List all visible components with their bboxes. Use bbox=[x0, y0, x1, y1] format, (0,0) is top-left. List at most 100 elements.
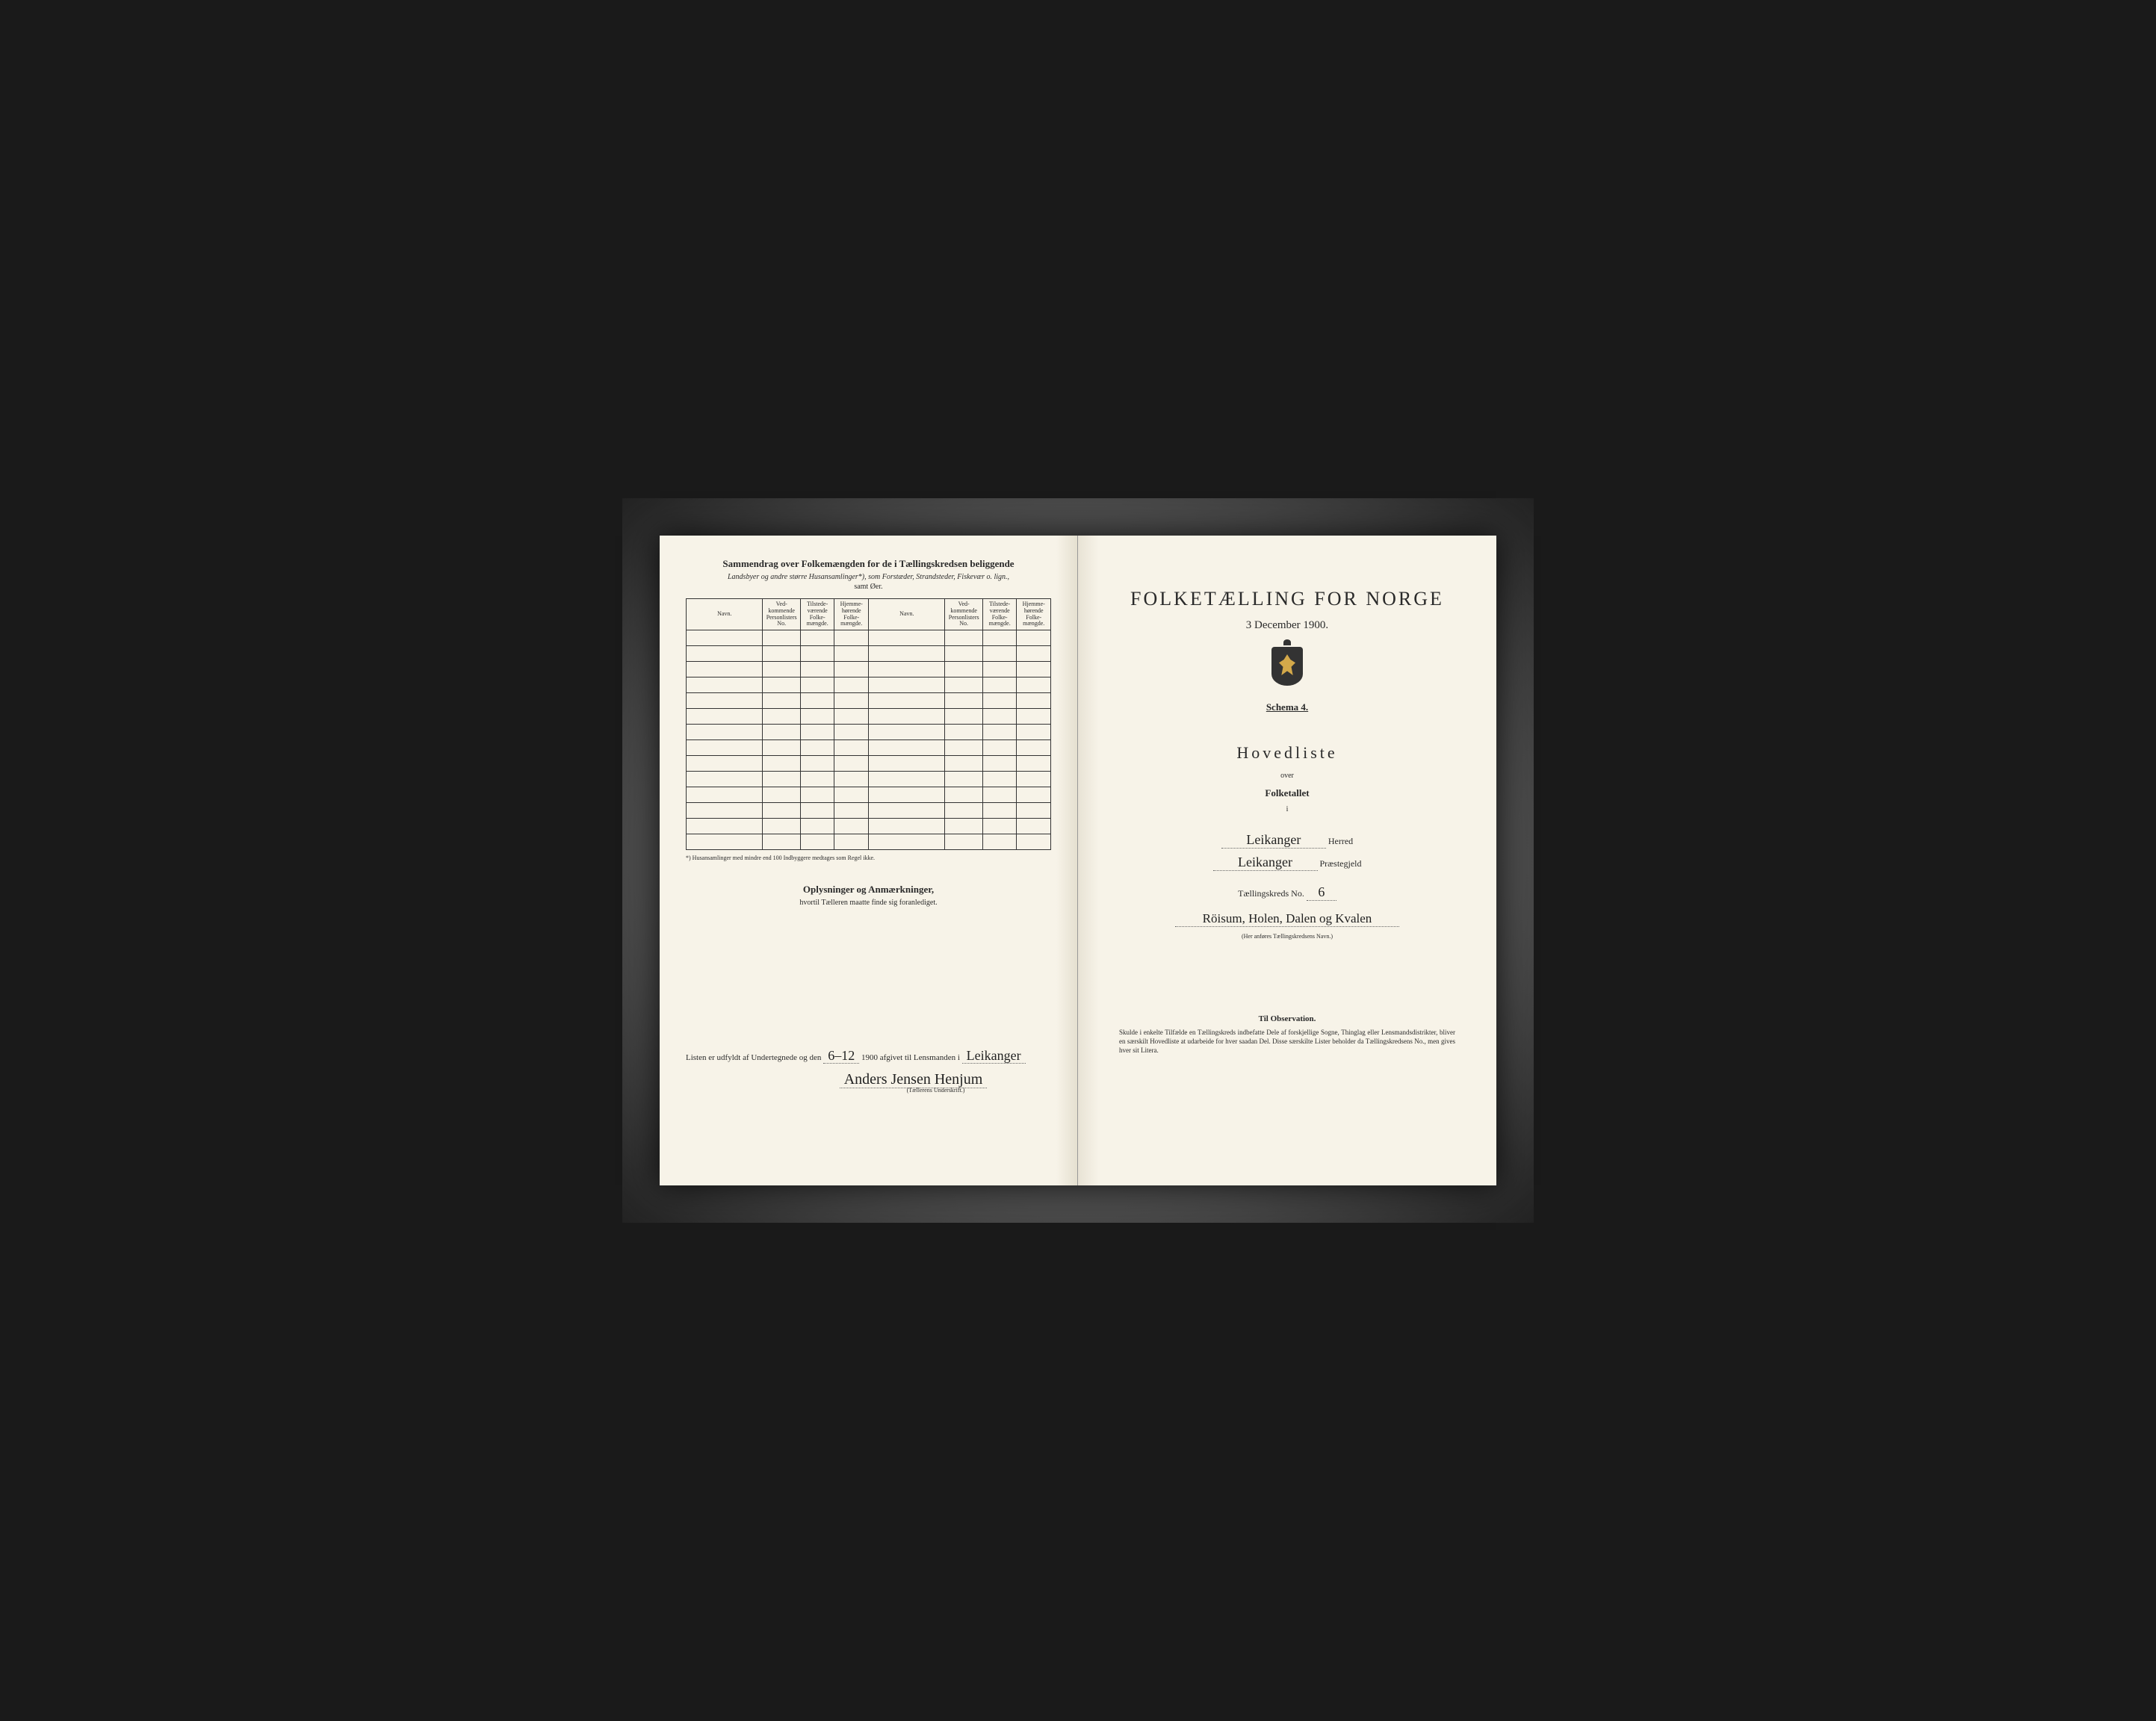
folketallet-label: Folketallet bbox=[1104, 787, 1470, 799]
table-cell bbox=[1017, 709, 1051, 725]
table-cell bbox=[763, 772, 800, 787]
table-cell bbox=[763, 819, 800, 834]
book-spread: Sammendrag over Folkemængden for de i Tæ… bbox=[660, 536, 1496, 1185]
table-cell bbox=[868, 772, 944, 787]
col-tilstede-1: Tilstede-værende Folke-mængde. bbox=[800, 599, 834, 630]
table-cell bbox=[763, 646, 800, 662]
table-cell bbox=[763, 677, 800, 693]
kreds-name-handwritten: Röisum, Holen, Dalen og Kvalen bbox=[1175, 911, 1399, 927]
table-cell bbox=[687, 834, 763, 850]
table-cell bbox=[1017, 756, 1051, 772]
table-cell bbox=[945, 803, 982, 819]
table-cell bbox=[763, 740, 800, 756]
table-row bbox=[687, 803, 1051, 819]
col-vedkommende-1: Ved-kommende Personlisters No. bbox=[763, 599, 800, 630]
table-cell bbox=[687, 787, 763, 803]
table-cell bbox=[868, 756, 944, 772]
table-cell bbox=[687, 819, 763, 834]
table-cell bbox=[800, 630, 834, 646]
table-cell bbox=[945, 756, 982, 772]
year: 1900 bbox=[861, 1053, 878, 1062]
kreds-no-line: Tællingskreds No. 6 bbox=[1104, 884, 1470, 901]
table-cell bbox=[763, 787, 800, 803]
table-cell bbox=[687, 756, 763, 772]
table-cell bbox=[1017, 725, 1051, 740]
table-cell bbox=[834, 677, 869, 693]
table-row bbox=[687, 834, 1051, 850]
table-cell bbox=[982, 662, 1017, 677]
table-cell bbox=[687, 662, 763, 677]
table-cell bbox=[834, 834, 869, 850]
left-page: Sammendrag over Folkemængden for de i Tæ… bbox=[660, 536, 1078, 1185]
table-cell bbox=[982, 772, 1017, 787]
table-row bbox=[687, 630, 1051, 646]
table-cell bbox=[1017, 819, 1051, 834]
table-cell bbox=[1017, 662, 1051, 677]
table-cell bbox=[982, 677, 1017, 693]
table-cell bbox=[945, 834, 982, 850]
listen-pre: Listen er udfyldt af Undertegnede og den bbox=[686, 1053, 821, 1062]
coat-of-arms-icon bbox=[1271, 647, 1303, 686]
table-cell bbox=[687, 740, 763, 756]
table-cell bbox=[834, 725, 869, 740]
table-cell bbox=[868, 740, 944, 756]
table-cell bbox=[868, 630, 944, 646]
table-cell bbox=[868, 787, 944, 803]
table-cell bbox=[800, 693, 834, 709]
summary-title: Sammendrag over Folkemængden for de i Tæ… bbox=[686, 558, 1051, 570]
kreds-label: Tællingskreds No. bbox=[1238, 888, 1304, 899]
table-cell bbox=[868, 662, 944, 677]
table-cell bbox=[834, 756, 869, 772]
hovedliste-title: Hovedliste bbox=[1104, 743, 1470, 763]
schema-label: Schema 4. bbox=[1266, 701, 1308, 713]
census-table-head: Navn. Ved-kommende Personlisters No. Til… bbox=[687, 599, 1051, 630]
table-cell bbox=[834, 709, 869, 725]
table-cell bbox=[834, 646, 869, 662]
table-cell bbox=[834, 803, 869, 819]
table-cell bbox=[982, 819, 1017, 834]
table-cell bbox=[982, 740, 1017, 756]
table-row bbox=[687, 662, 1051, 677]
table-cell bbox=[800, 834, 834, 850]
table-cell bbox=[945, 725, 982, 740]
census-table: Navn. Ved-kommende Personlisters No. Til… bbox=[686, 598, 1051, 850]
table-footnote: *) Husansamlinger med mindre end 100 Ind… bbox=[686, 855, 1051, 861]
table-cell bbox=[868, 834, 944, 850]
afgivet-label: afgivet til Lensmanden i bbox=[880, 1053, 960, 1062]
table-cell bbox=[868, 693, 944, 709]
table-cell bbox=[800, 740, 834, 756]
table-cell bbox=[982, 787, 1017, 803]
table-cell bbox=[834, 787, 869, 803]
signature-handwritten: Anders Jensen Henjum bbox=[840, 1071, 988, 1088]
table-cell bbox=[868, 709, 944, 725]
table-cell bbox=[868, 677, 944, 693]
table-cell bbox=[982, 756, 1017, 772]
table-cell bbox=[763, 630, 800, 646]
table-row bbox=[687, 693, 1051, 709]
table-cell bbox=[1017, 646, 1051, 662]
prestegjeld-handwritten: Leikanger bbox=[1213, 855, 1318, 871]
table-row bbox=[687, 819, 1051, 834]
table-cell bbox=[687, 677, 763, 693]
table-cell bbox=[945, 740, 982, 756]
census-table-body bbox=[687, 630, 1051, 850]
table-row bbox=[687, 646, 1051, 662]
herred-label: Herred bbox=[1328, 836, 1353, 846]
table-cell bbox=[834, 693, 869, 709]
i-label: i bbox=[1104, 805, 1470, 813]
table-cell bbox=[834, 819, 869, 834]
table-cell bbox=[763, 693, 800, 709]
summary-subtitle-2: samt Øer. bbox=[686, 583, 1051, 591]
table-cell bbox=[945, 709, 982, 725]
signature-row: Anders Jensen Henjum bbox=[775, 1071, 1051, 1088]
table-cell bbox=[868, 725, 944, 740]
main-title: FOLKETÆLLING FOR NORGE bbox=[1104, 588, 1470, 610]
table-cell bbox=[945, 693, 982, 709]
signature-line: Listen er udfyldt af Undertegnede og den… bbox=[686, 1041, 1051, 1071]
table-cell bbox=[982, 803, 1017, 819]
table-cell bbox=[1017, 834, 1051, 850]
table-cell bbox=[800, 819, 834, 834]
table-cell bbox=[800, 725, 834, 740]
table-cell bbox=[982, 709, 1017, 725]
table-cell bbox=[800, 803, 834, 819]
